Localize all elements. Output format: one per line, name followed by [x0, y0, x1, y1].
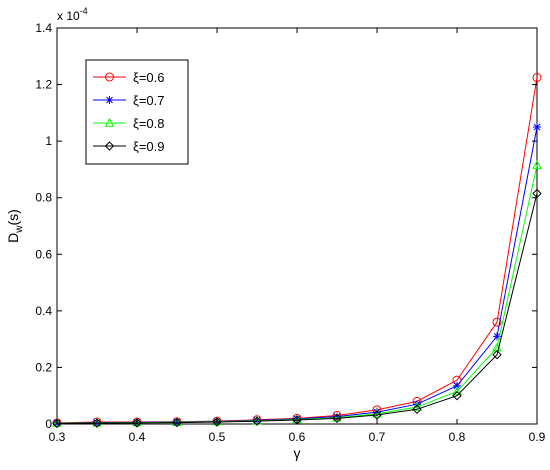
legend-label: ξ=0.6	[133, 70, 164, 85]
y-tick-label: 0.2	[35, 360, 52, 374]
data-point	[253, 416, 261, 425]
data-point	[92, 418, 102, 428]
data-point	[532, 160, 542, 169]
data-point	[533, 123, 541, 131]
data-point	[492, 349, 502, 360]
data-point	[492, 317, 502, 327]
data-point	[252, 416, 262, 426]
legend-marker	[105, 72, 114, 82]
y-axis-label: Dw(s)	[5, 209, 25, 243]
data-point	[212, 416, 222, 426]
x-tick-label: 0.7	[369, 430, 386, 444]
legend-entry: ξ=0.9	[93, 139, 164, 154]
legend-marker	[104, 117, 115, 127]
data-point	[332, 412, 342, 422]
x-tick-label: 0.9	[529, 430, 546, 444]
legend-marker	[104, 141, 115, 151]
legend-label: ξ=0.8	[133, 116, 164, 131]
legend-entry: ξ=0.7	[93, 93, 164, 108]
data-point	[413, 400, 421, 409]
data-point	[132, 417, 142, 427]
y-exponent-base: x 10	[57, 9, 80, 23]
x-axis-label: γ	[294, 445, 301, 461]
data-point	[453, 381, 461, 390]
data-point	[452, 386, 462, 396]
y-axis-label-main: D	[5, 233, 21, 243]
y-tick-label: 1.4	[35, 21, 52, 35]
legend: ξ=0.6 ξ=0.7 ξ=0.8 ξ=0.9	[85, 59, 189, 165]
legend-label: ξ=0.9	[133, 139, 164, 154]
data-point	[372, 410, 382, 420]
data-point	[493, 332, 501, 341]
y-tick-label: 0.6	[35, 247, 52, 261]
y-exponent-label: x 10-4	[57, 6, 88, 23]
y-tick-label: 1	[45, 134, 52, 148]
x-tick-label: 0.8	[449, 430, 466, 444]
x-tick-label: 0.6	[289, 430, 306, 444]
y-axis-label-tail: (s)	[5, 209, 21, 225]
y-axis-label-subscript: w	[14, 225, 25, 234]
x-tick-label: 0.4	[129, 430, 146, 444]
legend-label: ξ=0.7	[133, 93, 164, 108]
data-point	[412, 404, 422, 414]
data-point	[172, 417, 182, 428]
data-point	[452, 391, 462, 401]
legend-entry: ξ=0.8	[93, 116, 164, 131]
legend-entry: ξ=0.6	[93, 70, 164, 85]
data-point	[292, 415, 302, 425]
y-tick-label: 0.4	[35, 304, 52, 318]
data-point	[252, 415, 262, 425]
data-point	[52, 418, 62, 427]
legend-marker	[105, 96, 114, 104]
data-point	[212, 417, 222, 427]
y-tick-label: 0	[45, 417, 52, 431]
data-point	[52, 418, 62, 429]
axes: 0.3 0.4 0.5 0.6 0.7 0.8 0.9 0 0.2 0.4 0.6 0.8 1 1.2 1.…	[35, 21, 545, 444]
data-point	[333, 412, 341, 421]
data-point	[293, 414, 301, 423]
data-point	[92, 417, 102, 427]
data-point	[373, 408, 381, 417]
data-point	[132, 418, 142, 428]
x-tick-label: 0.5	[209, 430, 226, 444]
x-tick-label: 0.3	[49, 430, 66, 444]
data-point	[332, 413, 342, 424]
y-exponent-power: -4	[80, 6, 88, 16]
data-point	[532, 73, 542, 82]
y-tick-label: 0.8	[35, 191, 52, 205]
data-point	[172, 417, 182, 427]
y-tick-label: 1.2	[35, 78, 52, 92]
